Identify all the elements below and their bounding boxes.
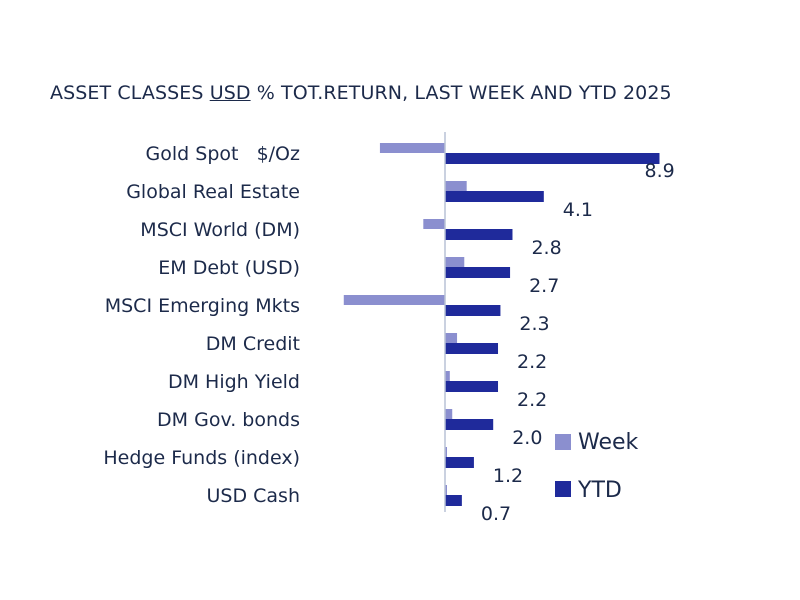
category-label-3: EM Debt (USD) xyxy=(158,257,300,279)
value-label-8: 1.2 xyxy=(493,465,523,487)
bar-ytd-9 xyxy=(445,495,462,506)
bar-ytd-0 xyxy=(445,153,660,164)
title-underlined: USD xyxy=(209,82,251,104)
value-label-3: 2.7 xyxy=(529,275,559,297)
category-label-2: MSCI World (DM) xyxy=(140,219,300,241)
bar-ytd-5 xyxy=(445,343,499,354)
bar-week-5 xyxy=(445,333,458,343)
value-label-7: 2.0 xyxy=(512,427,542,449)
bar-ytd-1 xyxy=(445,191,544,202)
value-label-6: 2.2 xyxy=(517,389,547,411)
title-prefix: ASSET CLASSES xyxy=(50,82,210,104)
title-suffix: % TOT.RETURN, LAST WEEK AND YTD 2025 xyxy=(250,82,672,104)
category-label-7: DM Gov. bonds xyxy=(157,409,300,431)
bar-week-1 xyxy=(445,181,467,191)
bar-week-6 xyxy=(445,371,450,381)
chart-title: ASSET CLASSES USD % TOT.RETURN, LAST WEE… xyxy=(50,82,672,104)
bars-group xyxy=(343,143,660,506)
bar-week-0 xyxy=(379,143,445,153)
value-label-1: 4.1 xyxy=(563,199,593,221)
bar-week-8 xyxy=(445,447,447,457)
legend-label-ytd: YTD xyxy=(577,478,622,503)
bar-ytd-3 xyxy=(445,267,511,278)
category-label-6: DM High Yield xyxy=(168,371,300,393)
category-label-1: Global Real Estate xyxy=(126,181,300,203)
category-label-4: MSCI Emerging Mkts xyxy=(105,295,300,317)
bar-week-9 xyxy=(445,485,447,495)
legend-swatch-week xyxy=(555,434,571,450)
value-label-2: 2.8 xyxy=(531,237,561,259)
bar-ytd-2 xyxy=(445,229,513,240)
bar-week-3 xyxy=(445,257,465,267)
value-label-4: 2.3 xyxy=(519,313,549,335)
bar-ytd-6 xyxy=(445,381,499,392)
category-label-8: Hedge Funds (index) xyxy=(103,447,300,469)
category-label-0: Gold Spot $/Oz xyxy=(146,143,300,165)
legend-swatch-ytd xyxy=(555,481,571,497)
bar-week-4 xyxy=(343,295,445,305)
bar-ytd-7 xyxy=(445,419,494,430)
value-label-9: 0.7 xyxy=(481,503,511,525)
bar-week-7 xyxy=(445,409,453,419)
bar-ytd-8 xyxy=(445,457,474,468)
bar-ytd-4 xyxy=(445,305,501,316)
category-label-5: DM Credit xyxy=(206,333,300,355)
category-label-9: USD Cash xyxy=(207,485,301,507)
value-labels-group: 8.9 4.12.8 2.7 2.3 2.2 2.2 2.0 1.2 0.7 xyxy=(481,160,675,525)
bar-week-2 xyxy=(423,219,445,229)
value-label-5: 2.2 xyxy=(517,351,547,373)
value-label-0: 8.9 xyxy=(644,160,674,182)
category-labels-group: Gold Spot $/Oz Global Real Estate MSCI Wor… xyxy=(103,143,300,507)
legend-label-week: Week xyxy=(578,430,639,455)
legend: Week YTD xyxy=(555,430,639,503)
